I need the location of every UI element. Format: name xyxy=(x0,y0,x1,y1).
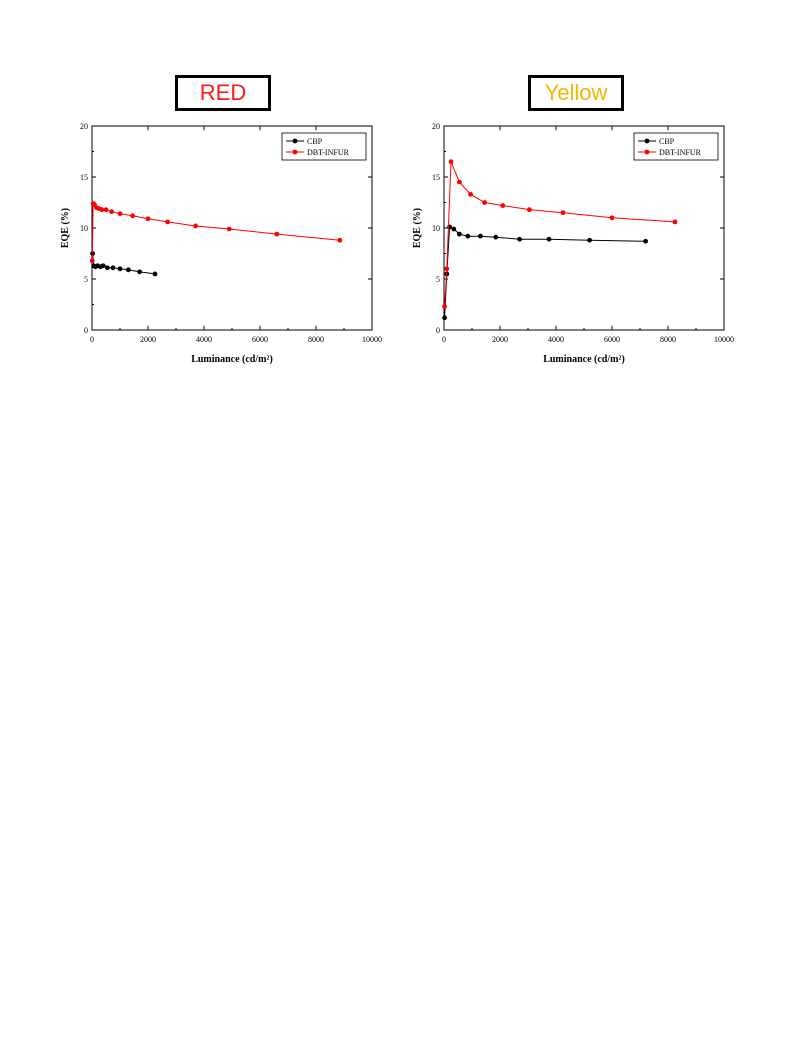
data-point-cbp xyxy=(457,231,462,237)
y-tick-label: 10 xyxy=(80,224,88,233)
data-point-dbt-infur xyxy=(109,209,114,215)
legend-box xyxy=(633,132,719,161)
y-tick-label: 5 xyxy=(84,275,88,284)
chart-panel-red: RED 0 2000 4000 6000 8000 10000 0 5 10 15 20 Lumina… xyxy=(40,0,400,400)
legend-label-dbt-infur: DBT-INFUR xyxy=(659,148,702,157)
data-point-cbp xyxy=(478,233,483,239)
data-point-cbp xyxy=(152,271,158,277)
data-point-cbp xyxy=(442,315,447,321)
data-point-dbt-infur xyxy=(560,210,566,216)
data-point-dbt-infur xyxy=(527,207,532,213)
y-axis-title: EQE (%) xyxy=(60,208,71,248)
data-point-cbp xyxy=(451,226,457,232)
chart-label-yellow: Yellow xyxy=(528,75,624,111)
x-tick-label: 2000 xyxy=(492,335,508,344)
data-point-dbt-infur xyxy=(482,200,487,205)
data-point-cbp xyxy=(126,267,131,273)
data-point-dbt-infur xyxy=(274,231,280,237)
legend-swatch-marker-dbt-infur xyxy=(644,149,650,155)
data-point-dbt-infur xyxy=(609,215,615,221)
y-tick-label: 20 xyxy=(432,122,440,131)
data-point-dbt-infur xyxy=(337,237,343,243)
data-point-cbp xyxy=(110,265,116,271)
data-point-dbt-infur xyxy=(672,219,678,225)
x-tick-label: 10000 xyxy=(714,335,734,344)
chart-label-red: RED xyxy=(175,75,271,111)
legend-label-dbt-infur: DBT-INFUR xyxy=(307,148,350,157)
data-point-dbt-infur xyxy=(99,207,105,213)
legend-swatch-marker-dbt-infur xyxy=(292,149,298,155)
x-tick-label: 8000 xyxy=(660,335,676,344)
data-point-cbp xyxy=(587,237,592,243)
x-tick-label: 0 xyxy=(442,335,446,344)
series-line-cbp xyxy=(444,226,646,318)
data-point-cbp xyxy=(100,263,106,269)
data-point-dbt-infur xyxy=(442,304,447,309)
data-point-cbp xyxy=(493,234,499,240)
chart-red-svg: 0 2000 4000 6000 8000 10000 0 5 10 15 20 Luminance … xyxy=(60,122,382,365)
data-point-dbt-infur xyxy=(468,191,473,197)
data-point-dbt-infur xyxy=(130,213,135,219)
data-point-cbp xyxy=(465,233,471,239)
y-axis-title: EQE (%) xyxy=(412,208,423,248)
legend-swatch-marker-cbp xyxy=(292,138,298,144)
data-point-cbp xyxy=(117,266,123,272)
data-point-cbp xyxy=(517,236,522,242)
x-tick-label: 0 xyxy=(90,335,94,344)
data-point-dbt-infur xyxy=(103,207,109,213)
chart-panel-yellow: Yellow 0 2000 4000 6000 8000 10000 0 5 10 15 20 Lum… xyxy=(392,0,752,400)
y-tick-label: 0 xyxy=(84,326,88,335)
data-point-dbt-infur xyxy=(117,211,123,217)
legend-label-cbp: CBP xyxy=(307,137,323,146)
x-tick-label: 10000 xyxy=(362,335,382,344)
data-point-dbt-infur xyxy=(89,258,95,264)
data-point-cbp xyxy=(105,265,110,271)
data-point-cbp xyxy=(643,238,648,244)
data-point-dbt-infur xyxy=(500,203,506,208)
data-point-cbp xyxy=(546,236,552,242)
x-axis-title: Luminance (cd/m²) xyxy=(543,354,625,365)
data-point-dbt-infur xyxy=(444,266,450,272)
y-tick-label: 15 xyxy=(432,173,440,182)
y-tick-label: 10 xyxy=(432,224,440,233)
data-point-dbt-infur xyxy=(448,159,454,165)
legend-box xyxy=(281,132,367,161)
x-tick-label: 2000 xyxy=(140,335,156,344)
y-tick-label: 15 xyxy=(80,173,88,182)
x-tick-label: 6000 xyxy=(604,335,620,344)
series-line-dbt-infur xyxy=(444,161,676,307)
data-point-dbt-infur xyxy=(226,226,232,232)
x-axis-title: Luminance (cd/m²) xyxy=(191,354,273,365)
data-point-cbp xyxy=(137,269,142,275)
legend-swatch-marker-cbp xyxy=(644,138,650,144)
x-tick-label: 6000 xyxy=(252,335,268,344)
legend-label-cbp: CBP xyxy=(659,137,675,146)
data-point-dbt-infur xyxy=(193,223,199,229)
y-tick-label: 20 xyxy=(80,122,88,131)
y-tick-label: 0 xyxy=(436,326,440,335)
x-tick-label: 8000 xyxy=(308,335,324,344)
x-tick-label: 4000 xyxy=(196,335,212,344)
y-tick-label: 5 xyxy=(436,275,440,284)
chart-yellow-svg: 0 2000 4000 6000 8000 10000 0 5 10 15 20 Luminance … xyxy=(412,122,734,365)
data-point-dbt-infur xyxy=(457,179,462,185)
data-point-dbt-infur xyxy=(145,216,151,222)
series-line-dbt-infur xyxy=(91,202,340,261)
x-tick-label: 4000 xyxy=(548,335,564,344)
data-point-dbt-infur xyxy=(165,219,170,225)
